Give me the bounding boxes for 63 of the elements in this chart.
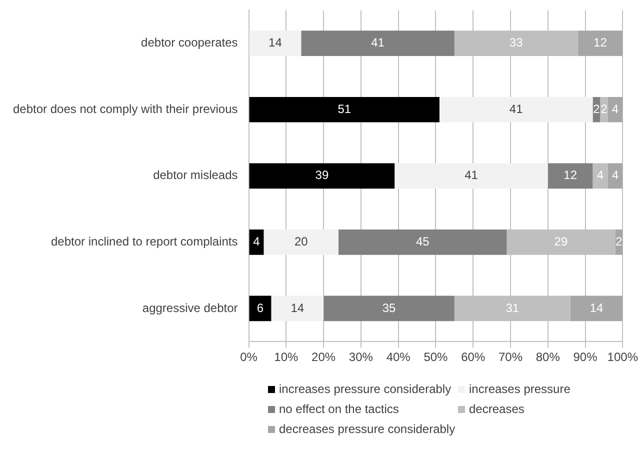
bar [439,96,593,122]
data-label: 45 [416,234,430,248]
y-tick-label: aggressive debtor [142,300,238,315]
x-tick-label: 100% [607,350,638,364]
data-label: 4 [253,234,260,248]
data-label: 2 [616,234,623,248]
y-tick-label: debtor does not comply with their previous [12,102,238,116]
x-tick-label: 90% [573,350,598,364]
bar [271,296,324,322]
bar [249,296,272,322]
bar [608,163,623,189]
bar [570,296,623,322]
bar [324,296,454,322]
x-tick-label: 40% [386,350,411,364]
bar [608,96,623,122]
data-label: 4 [596,168,604,182]
bar [264,230,339,255]
data-label: 4 [612,102,619,116]
legend-label: no effect on the tactics [279,402,399,416]
x-tick-label: 80% [536,350,560,364]
x-tick-label: 50% [424,350,448,364]
data-label: 12 [594,36,608,50]
x-tick-label: 70% [498,350,523,364]
legend-label: decreases [469,402,524,416]
data-label: 41 [371,36,385,50]
y-tick-label: debtor cooperates [141,36,238,50]
legend-label: increases pressure considerably [279,382,452,396]
data-label: 4 [612,168,619,182]
bar [249,30,302,56]
bar [548,163,593,189]
data-label: 39 [315,168,329,182]
x-tick-label: 20% [312,350,336,364]
bar [578,30,623,56]
bar [338,230,507,255]
data-label: 14 [590,300,604,315]
bar [249,230,264,255]
y-tick-label: debtor inclined to report complaints [51,234,238,248]
data-label: 33 [509,36,524,50]
y-tick-label: debtor misleads [153,168,238,182]
data-label: 31 [506,300,520,315]
legend-label: increases pressure [469,382,570,396]
x-tick-label: 30% [348,350,374,364]
data-label: 14 [268,36,282,50]
x-tick-label: 0% [240,350,258,364]
bar [249,163,395,189]
bar [249,96,440,122]
legend-label: decreases pressure considerably [279,422,456,436]
data-label: 20 [294,234,308,248]
bar [394,163,548,189]
data-label: 41 [464,168,478,182]
data-label: 35 [382,300,396,315]
bar [592,163,608,189]
data-label: 29 [554,234,568,248]
data-label: 2 [593,102,600,116]
data-label: 2 [600,102,608,116]
data-label: 12 [564,168,578,182]
data-label: 41 [509,102,524,116]
bar [301,30,454,56]
x-tick-label: 10% [274,350,298,364]
x-tick-label: 60% [461,350,486,364]
data-label: 14 [290,300,304,315]
data-label: 6 [256,300,264,315]
data-label: 51 [338,102,352,116]
